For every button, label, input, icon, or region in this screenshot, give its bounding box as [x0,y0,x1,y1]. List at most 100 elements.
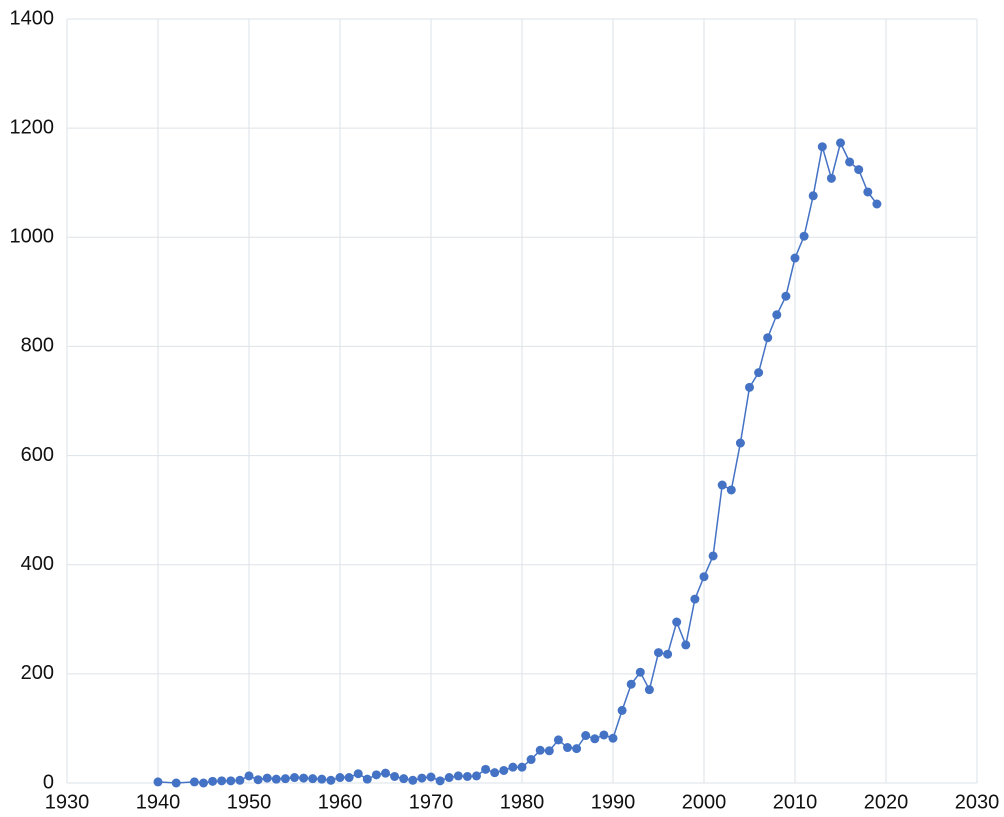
data-point [444,773,454,783]
data-point [799,231,809,241]
data-point [535,745,545,755]
data-point [590,734,600,744]
data-point [481,764,491,774]
data-point [508,762,518,772]
x-tick-label: 2030 [955,791,1000,813]
data-point [426,772,436,782]
x-tick-label: 1990 [591,791,636,813]
data-point [726,485,736,495]
x-tick-label: 2000 [682,791,727,813]
data-point [553,735,563,745]
data-point [472,771,481,781]
data-point [408,775,418,785]
data-point [690,594,700,604]
data-point [581,731,591,741]
data-point [371,770,381,780]
data-point [781,291,791,301]
data-point [854,165,864,175]
x-tick-label: 1950 [227,791,272,813]
x-tick-label: 1960 [318,791,363,813]
data-point [836,138,845,148]
y-tick-label: 0 [43,771,54,793]
data-point [189,777,199,787]
data-point [681,640,691,650]
data-point [817,142,827,152]
data-point [608,733,618,743]
data-point [262,773,272,783]
x-tick-label: 1930 [45,791,90,813]
x-tick-label: 2010 [773,791,818,813]
data-point [572,744,582,754]
data-point [499,765,509,775]
data-point [235,775,245,785]
data-point [517,762,527,772]
data-point [362,774,372,784]
data-line [157,140,878,784]
data-point [654,648,663,658]
data-point [353,769,363,779]
data-point [872,199,882,209]
data-point [417,773,427,783]
y-tick-label: 800 [21,335,54,357]
data-point [544,746,554,756]
y-tick-label: 200 [21,662,54,684]
data-point [626,679,636,689]
x-tick-label: 1940 [136,791,181,813]
data-point [280,774,290,784]
data-point [244,771,254,781]
data-point [754,368,764,378]
data-point [253,775,263,785]
data-point [335,773,345,783]
data-point [490,768,500,778]
data-point [672,617,682,627]
data-point [208,776,218,786]
data-point [344,773,354,783]
x-tick-label: 2020 [864,791,909,813]
data-point [390,771,400,781]
data-point [808,191,818,201]
data-point [290,773,299,783]
data-point [599,730,609,740]
data-point [381,768,390,778]
y-tick-label: 1400 [10,7,55,29]
data-point [326,775,336,785]
data-point [453,771,463,781]
data-point [317,774,327,784]
data-point [863,187,873,197]
y-tick-label: 400 [21,553,54,575]
data-point [308,774,318,784]
data-point [735,438,745,448]
x-tick-label: 1980 [500,791,545,813]
data-point [699,572,709,582]
data-point [745,382,754,392]
data-point [526,755,536,765]
data-point [790,253,800,263]
y-tick-label: 600 [21,444,54,466]
data-point [826,173,836,183]
x-tick-label: 1970 [409,791,454,813]
data-point [563,743,572,753]
data-point [708,551,718,561]
data-point [644,685,654,695]
data-point [199,778,208,788]
data-point [399,774,409,784]
data-point [772,310,782,320]
data-point [462,771,472,781]
data-point [635,667,645,677]
data-point [717,480,727,490]
data-point [217,776,227,786]
data-point [435,776,445,786]
data-point [153,777,163,787]
data-point [299,773,309,783]
data-point [763,333,773,343]
y-tick-label: 1200 [10,116,55,138]
y-tick-label: 1000 [10,226,55,248]
data-point [845,157,855,167]
data-point [171,778,181,788]
data-point [226,776,236,786]
data-point [663,649,673,659]
data-point [271,774,281,784]
data-point [617,705,627,715]
